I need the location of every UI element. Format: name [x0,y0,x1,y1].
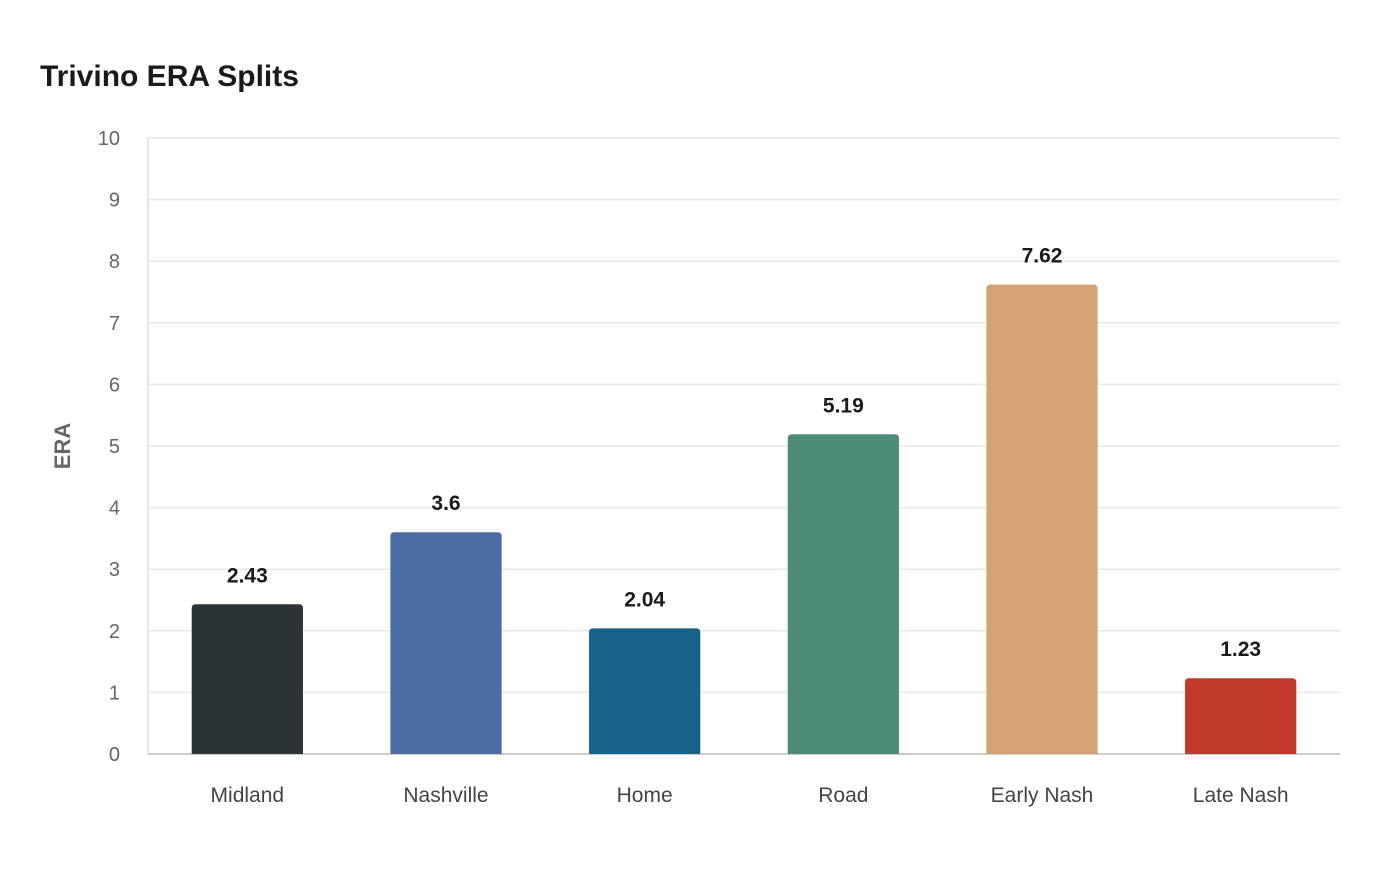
x-tick-label: Home [617,784,673,807]
bar-early-nash[interactable] [986,284,1098,754]
y-tick-label: 9 [109,190,120,212]
y-tick-label: 10 [98,128,120,150]
y-tick-label: 5 [109,436,120,458]
value-label: 3.6 [431,492,460,515]
y-tick-label: 1 [109,682,120,704]
y-tick-label: 7 [109,313,120,335]
bar-midland[interactable] [191,604,303,754]
value-label: 1.23 [1220,638,1261,661]
y-tick-label: 6 [109,374,120,396]
value-label: 2.04 [624,588,665,611]
axes [147,138,1340,755]
x-tick-label: Early Nash [991,784,1094,807]
value-label: 5.19 [823,394,864,417]
value-label: 2.43 [227,564,268,587]
bar-road[interactable] [787,434,899,754]
bar-late-nash[interactable] [1185,678,1297,754]
y-tick-label: 0 [109,744,120,766]
y-axis-title: ERA [50,423,75,470]
bar-home[interactable] [589,628,701,754]
bars [191,284,1297,754]
labels: 0 1 2 3 4 5 6 7 8 9 10 2.43 Midland 3.6 Nashville 2.04 H… [98,128,1289,807]
x-tick-label: Midland [211,784,285,807]
bar-nashville[interactable] [390,532,502,754]
x-tick-label: Late Nash [1193,784,1289,807]
y-tick-label: 2 [109,621,120,643]
y-tick-label: 8 [109,251,120,273]
value-label: 7.62 [1022,245,1063,268]
x-tick-label: Road [818,784,868,807]
y-tick-label: 4 [109,498,120,520]
gridlines [148,137,1340,694]
x-tick-label: Nashville [403,784,488,807]
y-tick-label: 3 [109,559,120,581]
chart-title: Trivino ERA Splits [40,60,299,93]
